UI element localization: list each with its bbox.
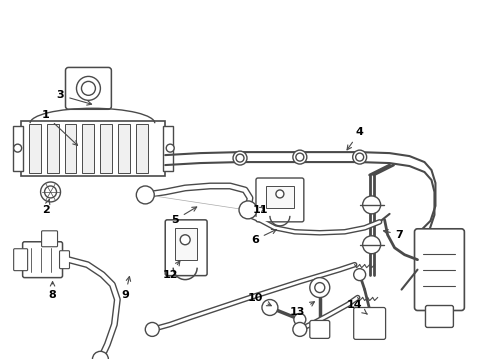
Text: 13: 13 (289, 302, 314, 318)
Bar (136, 124, 148, 173)
Circle shape (145, 323, 159, 336)
Circle shape (262, 300, 277, 315)
Circle shape (41, 182, 61, 202)
Bar (265, 186, 293, 208)
Circle shape (295, 153, 303, 161)
Bar (175, 228, 197, 260)
FancyBboxPatch shape (60, 251, 69, 269)
Text: 5: 5 (171, 207, 196, 225)
Circle shape (293, 314, 305, 325)
Circle shape (180, 235, 190, 245)
FancyBboxPatch shape (14, 249, 27, 271)
FancyBboxPatch shape (165, 220, 207, 276)
Bar (46, 124, 59, 173)
Text: 11: 11 (252, 205, 267, 215)
FancyBboxPatch shape (353, 307, 385, 339)
Text: 1: 1 (41, 110, 78, 145)
Circle shape (292, 150, 306, 164)
Bar (118, 124, 130, 173)
Text: 14: 14 (346, 300, 366, 314)
Text: 7: 7 (383, 230, 403, 240)
FancyBboxPatch shape (41, 231, 58, 247)
Circle shape (355, 153, 363, 161)
Text: 4: 4 (346, 127, 363, 150)
Text: 10: 10 (247, 293, 271, 306)
FancyBboxPatch shape (255, 178, 303, 222)
Circle shape (236, 154, 244, 162)
Circle shape (136, 186, 154, 204)
Circle shape (314, 283, 324, 293)
Bar (20, 121, 165, 176)
Text: 6: 6 (250, 229, 276, 245)
Bar (29, 124, 41, 173)
Bar (163, 126, 173, 171)
Circle shape (362, 236, 380, 254)
FancyBboxPatch shape (425, 306, 452, 328)
Circle shape (233, 151, 246, 165)
Circle shape (81, 81, 95, 95)
Circle shape (14, 144, 21, 152)
Circle shape (275, 190, 284, 198)
Circle shape (76, 76, 100, 100)
Circle shape (239, 201, 256, 219)
Circle shape (292, 323, 306, 336)
Circle shape (352, 150, 366, 164)
Text: 3: 3 (57, 90, 91, 105)
Circle shape (309, 278, 329, 298)
Bar (13, 126, 22, 171)
Bar (64, 124, 76, 173)
Text: 2: 2 (41, 199, 50, 215)
Circle shape (166, 144, 174, 152)
Bar (100, 124, 112, 173)
Circle shape (353, 269, 365, 280)
Text: 9: 9 (121, 276, 130, 300)
Text: 12: 12 (162, 261, 180, 280)
Text: 8: 8 (49, 282, 56, 300)
Circle shape (362, 196, 380, 214)
FancyBboxPatch shape (309, 320, 329, 338)
Circle shape (44, 186, 57, 198)
Bar (82, 124, 94, 173)
FancyBboxPatch shape (414, 229, 464, 310)
Circle shape (92, 351, 108, 360)
FancyBboxPatch shape (22, 242, 62, 278)
FancyBboxPatch shape (65, 67, 111, 109)
